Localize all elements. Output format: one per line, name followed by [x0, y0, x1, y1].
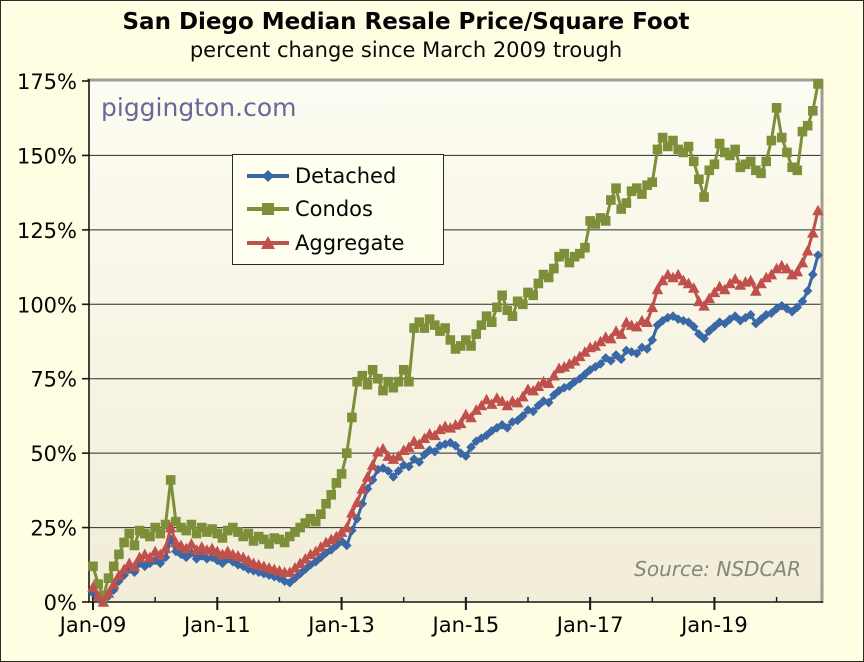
chart-title: San Diego Median Resale Price/Square Foo… — [122, 9, 690, 35]
y-tick-label: 125% — [17, 219, 77, 243]
x-tick-label: Jan-17 — [555, 613, 624, 637]
y-tick-label: 100% — [17, 293, 77, 317]
source-note: Source: NSDCAR — [634, 557, 801, 581]
x-axis-ticks: Jan-09 Jan-11 Jan-13 Jan-15 Jan-17 Jan-19 — [58, 597, 778, 637]
detached-line-marker-icon — [247, 169, 289, 182]
legend-item-aggregate: Aggregate — [245, 231, 437, 255]
aggregate-line-marker-icon — [247, 236, 289, 250]
legend-box: Detached Condos Aggregate — [232, 154, 444, 265]
y-tick-label: 75% — [30, 368, 77, 392]
condos-line-marker-icon — [247, 203, 289, 216]
legend-label-aggregate: Aggregate — [295, 231, 405, 256]
chart-subtitle: percent change since March 2009 trough — [189, 38, 623, 62]
legend-item-condos: Condos — [245, 197, 437, 221]
y-tick-label: 175% — [17, 70, 77, 94]
y-tick-label: 25% — [30, 517, 77, 541]
legend-label-condos: Condos — [295, 197, 373, 222]
x-tick-label: Jan-13 — [306, 613, 375, 637]
series-aggregate — [87, 204, 824, 607]
x-tick-label: Jan-09 — [58, 613, 127, 637]
x-tick-label: Jan-11 — [182, 613, 251, 637]
legend-item-detached: Detached — [245, 164, 437, 188]
series-detached — [88, 250, 823, 607]
plot-frame — [87, 78, 824, 603]
legend-label-detached: Detached — [295, 163, 397, 188]
watermark-piggington: piggington.com — [101, 93, 297, 122]
y-axis-ticks: 0% 25% 50% 75% 100% 125% 150% 175% — [17, 70, 89, 615]
y-tick-label: 50% — [30, 442, 77, 466]
x-tick-label: Jan-19 — [679, 613, 748, 637]
y-tick-label: 0% — [44, 591, 77, 615]
x-tick-label: Jan-15 — [431, 613, 500, 637]
y-tick-label: 150% — [17, 144, 77, 168]
series-condos — [88, 79, 823, 601]
